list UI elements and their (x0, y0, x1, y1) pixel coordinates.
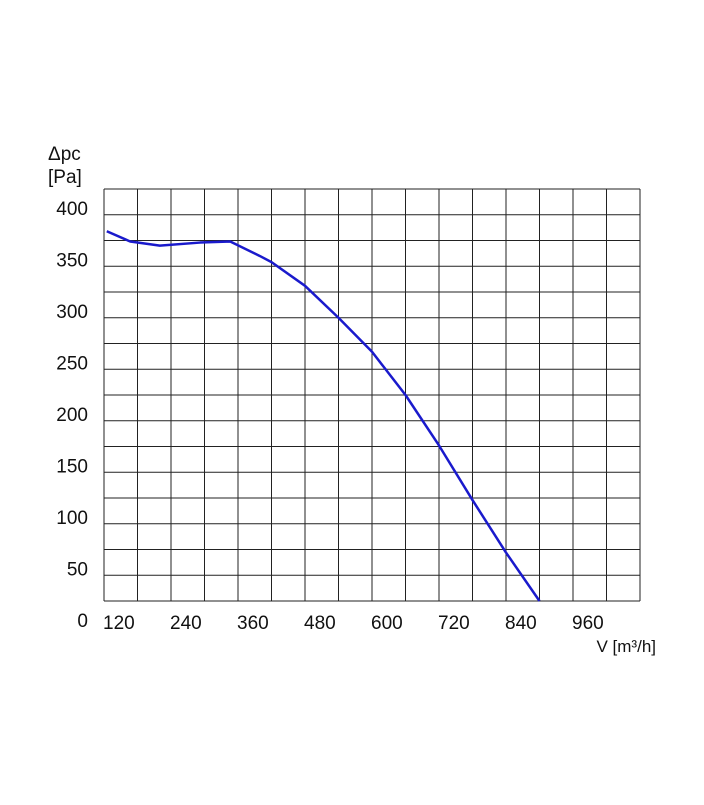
y-axis-title: Δpc (48, 144, 81, 165)
y-axis-unit: [Pa] (48, 167, 82, 188)
x-tick-label: 240 (170, 613, 202, 634)
x-tick-label: 960 (572, 613, 604, 634)
y-tick-label: 300 (56, 302, 88, 323)
x-tick-label: 840 (505, 613, 537, 634)
y-tick-label: 200 (56, 405, 88, 426)
y-tick-label: 50 (67, 560, 88, 581)
x-tick-label: 120 (103, 613, 135, 634)
y-tick-label: 100 (56, 508, 88, 529)
x-tick-label: 600 (371, 613, 403, 634)
y-tick-label: 150 (56, 457, 88, 478)
y-tick-label: 250 (56, 354, 88, 375)
y-tick-label: 400 (56, 199, 88, 220)
y-tick-label: 350 (56, 251, 88, 272)
x-tick-label: 720 (438, 613, 470, 634)
x-tick-label: 360 (237, 613, 269, 634)
data-line (106, 230, 541, 602)
x-tick-label: 480 (304, 613, 336, 634)
x-axis-title: V [m³/h] (596, 637, 656, 656)
y-tick-label: 0 (77, 611, 88, 632)
